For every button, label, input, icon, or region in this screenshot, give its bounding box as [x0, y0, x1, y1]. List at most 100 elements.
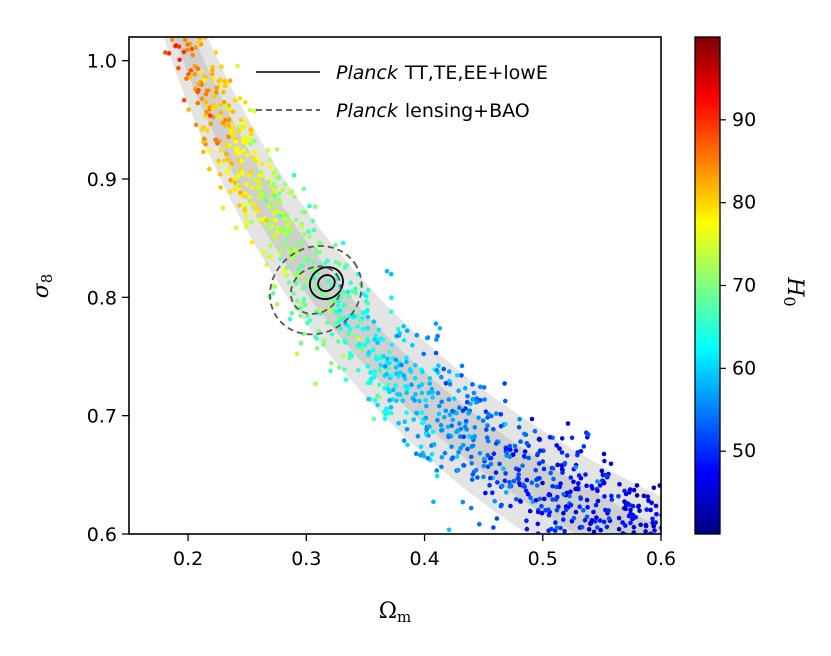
scatter-point: [529, 480, 535, 486]
scatter-point: [229, 122, 234, 128]
scatter-point: [263, 191, 268, 196]
scatter-point: [491, 451, 497, 457]
scatter-point: [599, 468, 605, 474]
scatter-point: [245, 136, 250, 141]
scatter-point: [449, 456, 455, 462]
scatter-point: [616, 515, 622, 521]
scatter-point: [628, 571, 633, 576]
scatter-point: [493, 470, 499, 475]
scatter-point: [503, 490, 509, 495]
scatter-point: [640, 548, 645, 553]
scatter-point: [154, 10, 159, 15]
scatter-point: [347, 314, 352, 319]
scatter-point: [550, 466, 556, 471]
scatter-point: [429, 389, 434, 395]
scatter-point: [256, 180, 262, 185]
lensing-bao-bands: [163, 37, 661, 534]
scatter-point: [238, 190, 243, 195]
scatter-point: [546, 528, 551, 533]
scatter-point: [454, 410, 459, 416]
scatter-point: [628, 619, 633, 624]
scatter-point: [179, 31, 184, 36]
scatter-point: [535, 509, 541, 515]
scatter-point: [643, 529, 648, 534]
scatter-point: [222, 158, 227, 163]
scatter-point: [360, 310, 366, 316]
scatter-point: [287, 316, 293, 322]
scatter-point: [301, 232, 307, 237]
scatter-point: [397, 392, 403, 397]
scatter-point: [253, 209, 258, 215]
scatter-point: [612, 539, 617, 544]
scatter-point: [485, 423, 490, 428]
scatter-point: [559, 450, 565, 455]
scatter-point: [230, 133, 236, 138]
scatter-point: [232, 98, 238, 103]
scatter-point: [621, 506, 627, 511]
scatter-point: [474, 396, 480, 401]
scatter-point: [458, 445, 463, 451]
scatter-point: [566, 575, 571, 580]
scatter-point: [252, 202, 257, 207]
scatter-point: [653, 577, 658, 582]
scatter-point: [298, 313, 303, 319]
scatter-point: [512, 443, 518, 449]
scatter-point: [393, 383, 399, 388]
scatter-point: [504, 450, 510, 456]
scatter-point: [598, 527, 603, 533]
scatter-point: [471, 390, 477, 396]
scatter-point: [418, 453, 423, 458]
scatter-point: [226, 134, 231, 140]
scatter-point: [507, 479, 512, 485]
scatter-point: [186, 7, 191, 12]
scatter-point: [211, 94, 216, 99]
scatter-point: [380, 337, 386, 342]
scatter-point: [598, 538, 603, 543]
scatter-point: [371, 374, 377, 380]
scatter-point: [348, 280, 354, 286]
scatter-point: [571, 515, 577, 521]
scatter-point: [275, 209, 281, 215]
scatter-point: [433, 350, 439, 356]
scatter-point: [636, 577, 641, 582]
scatter-point: [387, 349, 392, 355]
scatter-point: [221, 89, 226, 95]
scatter-point: [489, 413, 494, 419]
scatter-point: [443, 408, 449, 414]
scatter-point: [482, 397, 487, 402]
scatter-point: [442, 415, 447, 420]
scatter-point: [302, 302, 308, 308]
scatter-point: [170, 32, 175, 37]
scatter-point: [602, 550, 607, 555]
scatter-point: [540, 480, 545, 486]
scatter-point: [365, 314, 371, 320]
scatter-point: [517, 416, 522, 422]
scatter-point: [235, 174, 240, 179]
scatter-point: [573, 465, 579, 470]
scatter-point: [478, 384, 483, 390]
scatter-point: [337, 317, 343, 322]
scatter-point: [473, 400, 479, 405]
scatter-point: [184, 76, 189, 81]
scatter-point: [254, 159, 259, 165]
scatter-point: [634, 493, 640, 498]
colorbar-tick-label: 50: [732, 440, 756, 462]
scatter-point: [205, 128, 210, 133]
scatter-point: [520, 463, 525, 469]
scatter-point: [628, 507, 633, 513]
scatter-point: [616, 526, 622, 532]
scatter-point: [336, 339, 341, 344]
scatter-point: [559, 561, 564, 566]
scatter-point: [558, 525, 563, 531]
scatter-point: [206, 13, 211, 18]
legend: Planck TT,TE,EE+lowE Planck lensing+BAO: [256, 62, 548, 122]
scatter-point: [223, 117, 228, 123]
scatter-point: [239, 158, 245, 164]
scatter-point: [196, 82, 202, 87]
scatter-point: [342, 337, 348, 343]
scatter-point: [199, 127, 205, 132]
scatter-point: [268, 218, 273, 224]
scatter-point: [655, 579, 660, 584]
scatter-point: [665, 577, 670, 582]
scatter-point: [175, 10, 180, 15]
